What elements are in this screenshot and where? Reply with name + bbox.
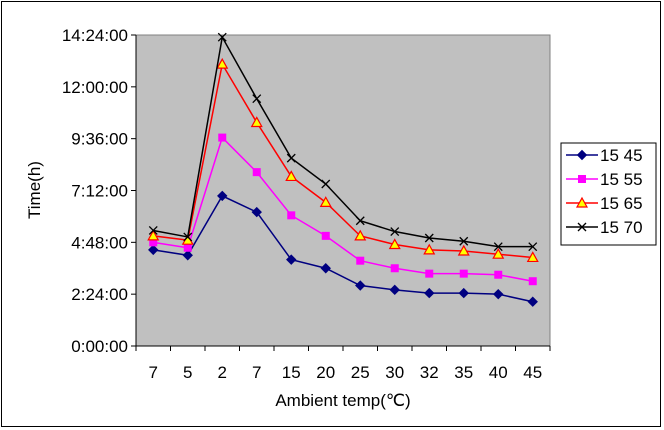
data-point [575,196,589,208]
x-tick-label: 35 [454,363,473,382]
data-point [388,238,401,250]
x-tick-label: 32 [420,363,439,382]
data-point [528,242,538,252]
data-point [493,288,504,300]
legend-label: 15 70 [600,218,643,237]
x-tick-label: 30 [385,363,404,382]
x-tick-label: 40 [489,363,508,382]
legend-label: 15 45 [600,146,643,165]
data-point [183,243,192,252]
data-point [217,190,228,202]
data-point [320,263,331,274]
y-axis-ticks: 0:00:00 2:24:00 4:48:00 7:12:00 9:36:00 12:00… [62,26,136,356]
data-point [252,94,262,104]
y-tick-label: 0:00:00 [71,337,128,356]
data-point [148,244,159,256]
legend-box [560,142,657,246]
y-tick-label: 9:36:00 [71,130,128,149]
data-point [577,222,587,232]
data-point [216,57,229,69]
series-line [153,194,533,303]
series-line [153,34,533,248]
data-point [285,170,298,182]
y-tick-label: 14:24:00 [62,26,128,45]
data-point [493,242,503,252]
x-tick-label: 5 [183,363,192,382]
x-tick-label: 20 [316,363,335,382]
data-point [424,287,435,299]
data-point [250,116,263,128]
x-axis-ticks: 7 5 2 7 15 20 25 30 32 35 40 45 [135,346,551,382]
y-tick-label: 4:48:00 [71,233,128,252]
data-point [389,284,400,296]
x-tick-label: 7 [149,363,158,382]
data-point [287,211,296,220]
data-point [457,244,470,256]
data-point [182,250,193,261]
data-point [251,206,262,218]
data-point [458,287,469,299]
data-point [527,296,538,307]
data-point [354,229,367,241]
data-point [147,229,160,241]
series-line [153,136,533,282]
data-point [217,32,227,42]
y-axis-title: Time(h) [25,161,44,219]
x-tick-label: 2 [218,363,227,382]
x-tick-label: 45 [523,363,542,382]
y-tick-label: 7:12:00 [71,182,128,201]
data-point [459,236,469,246]
y-tick-label: 12:00:00 [62,78,128,97]
series-layer [147,32,539,307]
series-line [153,62,533,259]
x-tick-label: 7 [252,363,261,382]
y-tick-label: 2:24:00 [71,285,128,304]
data-point [459,269,468,278]
data-point [578,175,586,183]
data-point [321,231,330,240]
data-point [494,270,503,279]
data-point [423,243,436,255]
data-point [355,216,365,226]
x-axis-title: Ambient temp(℃) [275,391,410,410]
data-point [286,254,297,265]
data-point [355,280,366,291]
data-point [390,227,400,236]
data-point [425,269,434,278]
data-point [356,256,365,265]
legend-label: 15 65 [600,194,643,213]
data-point [252,168,261,177]
data-point [576,149,588,161]
data-point [526,251,539,263]
data-point [286,153,296,163]
x-tick-label: 25 [351,363,370,382]
data-point [528,277,537,286]
legend: 15 45 15 55 15 65 15 70 [560,142,657,246]
data-point [424,233,434,243]
data-point [218,133,227,142]
data-point [321,179,331,189]
data-point [390,264,399,273]
data-point [492,247,505,259]
legend-label: 15 55 [600,170,643,189]
data-point [319,196,332,207]
x-tick-label: 15 [282,363,301,382]
data-point [183,232,193,242]
data-point [148,225,158,235]
